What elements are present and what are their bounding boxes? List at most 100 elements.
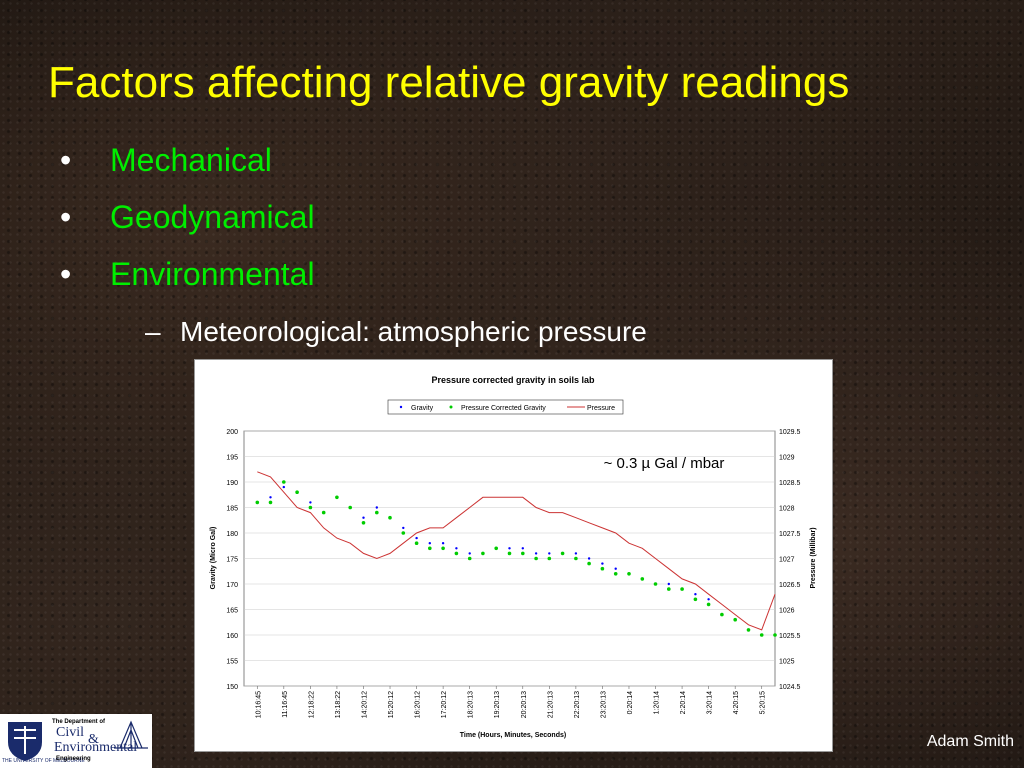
x-tick-label: 13:18:22	[335, 691, 342, 718]
x-tick-label: 11:16:45	[282, 691, 289, 718]
bullet-dot: •	[60, 199, 72, 235]
x-tick-label: 4:20:15	[733, 691, 740, 714]
gravity-point	[415, 536, 418, 540]
sub-bullet-dash: –	[145, 316, 161, 347]
y-tick-label: 175	[226, 557, 238, 564]
corrected-gravity-point	[773, 633, 777, 637]
ampersand: &	[88, 732, 99, 747]
x-tick-label: 21:20:13	[547, 691, 554, 718]
legend-corrected-marker	[449, 405, 453, 409]
y2-tick-label: 1028.5	[779, 480, 801, 487]
gravity-point	[694, 593, 697, 596]
corrected-gravity-point	[348, 505, 352, 510]
corrected-gravity-point	[295, 490, 299, 494]
y2-tick-label: 1027.5	[779, 531, 801, 538]
corrected-gravity-point	[706, 602, 711, 607]
legend-box	[387, 399, 624, 415]
chart-container: Pressure corrected gravity in soils lab G…	[194, 359, 833, 752]
y-tick-label: 165	[226, 608, 238, 615]
legend-gravity: Gravity	[411, 405, 434, 412]
y-axis-title: Gravity (Micro Gal)	[210, 527, 217, 590]
gravity-point	[375, 506, 378, 509]
y2-tick-label: 1026	[779, 608, 795, 615]
x-tick-label: 17:20:12	[441, 691, 448, 718]
corrected-gravity-point	[361, 521, 366, 525]
sub-bullet-text: Meteorological: atmospheric pressure	[180, 316, 647, 347]
corrected-gravity-point	[268, 500, 273, 505]
x-tick-label: 23:20:13	[600, 691, 607, 718]
y2-axis-title: Pressure (Millibar)	[810, 527, 817, 588]
gravity-point	[402, 526, 405, 530]
corrected-gravity-point	[375, 510, 379, 515]
x-tick-label: 12:18:22	[308, 691, 315, 718]
bullet-text: Geodynamical	[110, 199, 315, 235]
bullet-text: Mechanical	[110, 142, 272, 178]
corrected-gravity-point	[454, 551, 459, 556]
y-tick-label: 160	[226, 633, 238, 640]
x-tick-label: 19:20:13	[494, 691, 501, 718]
gravity-point	[309, 501, 312, 504]
corrected-gravity-point	[680, 587, 684, 591]
corrected-gravity-point	[560, 551, 565, 556]
y-tick-label: 190	[226, 480, 238, 487]
gravity-point	[441, 542, 445, 545]
corrected-gravity-point	[574, 556, 578, 561]
crest-icon	[8, 722, 42, 761]
legend-corrected: Pressure Corrected Gravity	[461, 405, 546, 412]
x-tick-label: 10:16:45	[255, 691, 262, 718]
gravity-point	[282, 485, 285, 489]
corrected-gravity-point	[667, 587, 671, 591]
y-tick-label: 200	[226, 429, 238, 436]
corrected-gravity-point	[733, 617, 737, 622]
corrected-gravity-point	[414, 541, 419, 545]
civil-word: Civil	[56, 725, 85, 740]
y2-tick-label: 1029.5	[779, 429, 801, 436]
corrected-gravity-point	[481, 551, 485, 556]
slope-annotation: ~ 0.3 µ Gal / mbar	[604, 455, 725, 472]
engineering-word: Engineering	[56, 756, 91, 762]
y-tick-label: 185	[226, 506, 238, 513]
x-tick-label: 2:20:14	[680, 691, 687, 714]
corrected-gravity-point	[693, 597, 698, 602]
university-name: THE UNIVERSITY OF MELBOURNE	[2, 758, 85, 764]
y-tick-label: 195	[226, 455, 238, 462]
corrected-gravity-point	[627, 572, 631, 576]
gravity-point	[508, 547, 511, 550]
gravity-point	[468, 552, 471, 555]
corrected-gravity-point	[255, 500, 260, 505]
bullet-dot: •	[60, 256, 72, 292]
corrected-gravity-point	[321, 510, 326, 515]
corrected-gravity-point	[720, 612, 724, 617]
gravity-point	[362, 516, 365, 519]
chart-title: Pressure corrected gravity in soils lab	[431, 375, 595, 385]
pressure-line	[257, 471, 776, 631]
university-logo: THE UNIVERSITY OF MELBOURNE The Departme…	[0, 714, 152, 768]
x-tick-label: 5:20:15	[760, 691, 767, 714]
corrected-gravity-point	[441, 546, 445, 551]
gravity-point	[548, 552, 551, 555]
y-tick-label: 150	[226, 684, 238, 691]
corrected-gravity-point	[534, 556, 538, 561]
bullet-dot: •	[60, 142, 72, 178]
gravity-point	[601, 562, 604, 565]
legend-pressure: Pressure	[587, 405, 615, 412]
y2-tick-label: 1025	[779, 659, 795, 666]
corrected-gravity-point	[467, 556, 472, 561]
gravity-point	[428, 542, 431, 545]
bullet-text: Environmental	[110, 256, 315, 292]
corrected-gravity-point	[428, 546, 432, 551]
gravity-point	[269, 496, 272, 499]
corrected-gravity-point	[335, 495, 339, 500]
corrected-gravity-point	[759, 633, 764, 637]
corrected-gravity-point	[401, 531, 406, 535]
environmental-word: Environmental	[54, 740, 138, 755]
x-tick-label: 22:20:13	[574, 691, 581, 718]
legend-gravity-marker	[399, 405, 403, 409]
corrected-gravity-point	[587, 561, 591, 566]
corrected-gravity-point	[640, 577, 645, 581]
author-name: Adam Smith	[926, 733, 1014, 750]
y2-tick-label: 1027	[779, 557, 795, 564]
corrected-gravity-point	[600, 566, 605, 571]
y-tick-label: 180	[226, 531, 238, 538]
corrected-gravity-point	[613, 572, 618, 576]
